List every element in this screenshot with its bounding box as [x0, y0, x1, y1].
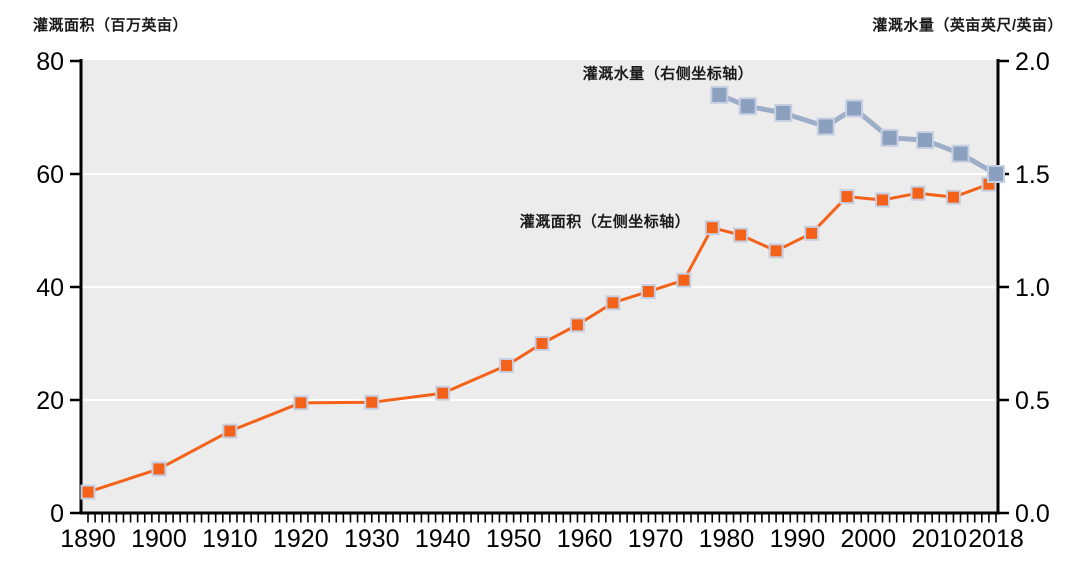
left-axis-tick-label: 40: [36, 274, 64, 302]
water-series-marker: [916, 131, 935, 150]
area-series-marker: [80, 484, 96, 500]
area-series-marker: [839, 189, 855, 205]
left-axis-tick-label: 80: [36, 48, 64, 76]
x-axis-tick-label: 1930: [344, 525, 400, 553]
left-axis-tick-label: 20: [36, 387, 64, 415]
water-series-marker: [774, 103, 793, 122]
x-axis-tick-label: 1900: [131, 525, 187, 553]
area-series-marker: [733, 227, 749, 243]
area-series-marker: [151, 461, 167, 477]
area-series-marker: [499, 358, 515, 374]
area-series-marker: [364, 394, 380, 410]
x-axis-tick-label: 1970: [628, 525, 684, 553]
right-axis-tick-label: 1.5: [1015, 161, 1050, 189]
area-series-label: 灌溉面积（左侧坐标轴）: [519, 213, 691, 231]
area-series-marker: [640, 284, 656, 300]
water-series-marker: [987, 165, 1005, 183]
water-series-marker: [951, 144, 970, 163]
area-series-marker: [676, 272, 692, 288]
x-axis-tick-label: 1960: [557, 525, 613, 553]
x-axis-tick-label: 1990: [770, 525, 826, 553]
right-axis-tick-label: 0.5: [1015, 387, 1050, 415]
area-series-marker: [293, 395, 309, 411]
water-series-label: 灌溉水量（右侧坐标轴）: [582, 65, 754, 83]
area-series-marker: [875, 192, 890, 208]
x-axis-tick-label: 2000: [841, 525, 897, 553]
area-series-marker: [804, 225, 820, 241]
area-series-marker: [534, 336, 550, 351]
right-axis-tick-label: 2.0: [1015, 48, 1050, 76]
area-series-marker: [704, 220, 720, 236]
x-axis-tick-label: 2018: [968, 525, 1024, 553]
water-series-marker: [738, 97, 757, 116]
x-axis-tick-label: 1940: [415, 525, 471, 553]
area-series-marker: [605, 295, 621, 311]
x-axis-tick-label: 1980: [699, 525, 755, 553]
area-series-marker: [945, 189, 961, 205]
water-series-marker: [845, 99, 864, 118]
left-axis-tick-label: 60: [36, 161, 64, 189]
x-axis-tick-label: 1950: [486, 525, 542, 553]
right-axis-title: 灌溉水量（英亩英尺/英亩）: [872, 17, 1063, 34]
water-series-marker: [880, 128, 899, 147]
right-axis-tick-label: 0.0: [1015, 500, 1050, 528]
x-axis-tick-label: 1890: [60, 525, 116, 553]
water-series-marker: [816, 117, 835, 136]
left-axis-title: 灌溉面积（百万英亩）: [33, 17, 189, 34]
area-series-marker: [910, 185, 926, 201]
x-axis-tick-label: 1910: [202, 525, 258, 553]
x-axis-tick-label: 2010: [911, 525, 967, 553]
area-series-marker: [435, 385, 451, 401]
left-axis-tick-label: 0: [50, 500, 64, 528]
water-series-marker: [710, 85, 729, 104]
x-axis-tick-label: 1920: [273, 525, 329, 553]
area-series-marker: [768, 243, 784, 259]
right-axis-tick-label: 1.0: [1015, 274, 1050, 302]
area-series-marker: [569, 317, 585, 333]
area-series-marker: [222, 423, 238, 439]
